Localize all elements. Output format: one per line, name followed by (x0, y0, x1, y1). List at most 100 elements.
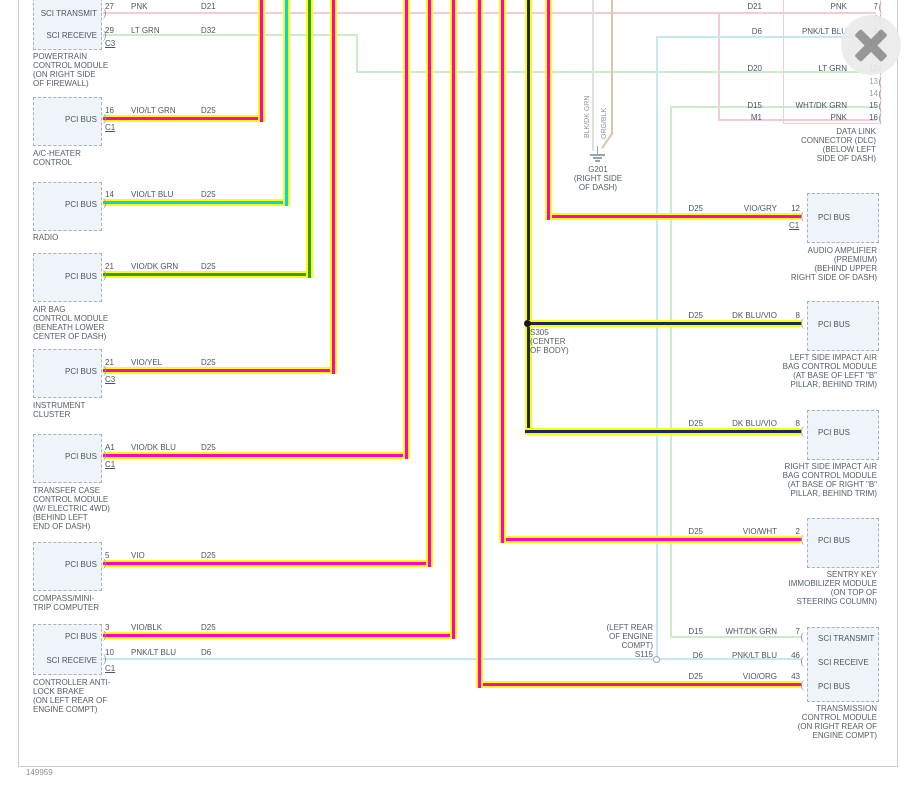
connector-arc (99, 654, 106, 665)
module-caption-line: POWERTRAIN (33, 52, 88, 61)
wire-pnk-h1 (103, 12, 876, 14)
splice-label-line: OF BODY) (530, 346, 569, 355)
module-caption-line: SENTRY KEY (826, 570, 877, 579)
connector-link[interactable]: C3 (105, 39, 116, 48)
connector-link[interactable]: C1 (105, 664, 116, 673)
connector-arc (879, 89, 886, 100)
connector-link[interactable]: C3 (105, 375, 116, 384)
module-caption-line: TRANSFER CASE (33, 486, 101, 495)
splice-label-line: S115 (634, 650, 653, 659)
connector-link[interactable]: C1 (789, 221, 800, 230)
module-caption-line: PILLAR, BEHIND TRIM) (790, 380, 877, 389)
module-caption-line: AUDIO AMPLIFIER (807, 246, 877, 255)
module-box-sentry-key (807, 518, 879, 568)
port-label: PCI BUS (818, 682, 851, 691)
connector-arc (99, 198, 106, 209)
circuit-id: D25 (201, 262, 216, 271)
splice-label-line: (LEFT REAR (606, 623, 653, 632)
module-box-right-impact (807, 410, 879, 460)
port-label: PCI BUS (64, 367, 97, 376)
port-label: PCI BUS (818, 536, 851, 545)
connector-arc (801, 632, 808, 643)
module-caption-line: (BELOW LEFT (822, 145, 876, 154)
ground-bar-2 (593, 157, 602, 159)
module-caption-line: AIR BAG (33, 305, 66, 314)
module-caption-line: CENTER OF DASH) (33, 332, 107, 341)
ground-caption-line: (RIGHT SIDE (573, 174, 623, 183)
module-caption-line: LEFT SIDE IMPACT AIR (789, 353, 877, 362)
pin-number: 21 (105, 262, 114, 271)
wire-dk-blu-vio-bus-h1 (525, 320, 801, 327)
module-caption-line: LOCK BRAKE (33, 687, 85, 696)
wire-lt-grn-h2 (356, 71, 876, 73)
circuit-id: D25 (201, 551, 216, 560)
port-label: PCI BUS (818, 320, 851, 329)
wire-color-label: PNK/LT BLU (131, 648, 177, 657)
diagram-frame (18, 0, 898, 767)
module-caption-line: CONTROL MODULE (33, 61, 109, 70)
close-button[interactable] (841, 15, 901, 75)
module-box-compass (33, 542, 102, 591)
connector-link[interactable]: C1 (105, 460, 116, 469)
pin-number: 16 (869, 113, 878, 122)
connector-arc (99, 270, 106, 281)
wire-dk-blu-vio-bus-v (525, 0, 532, 435)
module-caption-line: IMMOBILIZER MODULE (788, 579, 877, 588)
module-caption-line: ENGINE COMPT) (33, 705, 98, 714)
pin-number: 3 (105, 623, 110, 632)
wire-color-label: DK BLU/VIO (732, 311, 777, 320)
port-label: PCI BUS (64, 632, 97, 641)
wire-pnk-h2 (718, 119, 876, 121)
module-caption-line: CONTROL MODULE (801, 713, 877, 722)
module-caption-line: STEERING COLUMN) (796, 597, 877, 606)
wire-vio-dk-blu-bus-h (103, 452, 410, 459)
wire-lt-grn-h1 (103, 34, 358, 36)
wire-vio-dk-grn-bus-h (103, 271, 313, 278)
wire-blk-dk-grn-v (592, 0, 594, 151)
pin-number: 29 (105, 26, 114, 35)
circuit-id: D25 (201, 623, 216, 632)
splice-label-line: OF ENGINE (608, 632, 653, 641)
circuit-id: D25 (688, 204, 703, 213)
connector-link[interactable]: C1 (105, 123, 116, 132)
wire-vio-lt-grn-bus-v (258, 0, 265, 122)
module-caption-line: DATA LINK (836, 127, 876, 136)
port-label: SCI RECEIVE (46, 656, 97, 665)
circuit-id: D20 (747, 64, 762, 73)
module-caption-line: (BEHIND UPPER (814, 264, 877, 273)
module-caption-line: END OF DASH) (33, 522, 91, 531)
ground-bar-1 (590, 154, 605, 156)
wire-color-label-vertical: BLK/DK GRN (584, 95, 591, 138)
wire-pnk-lt-blu-h2 (656, 36, 876, 38)
pin-number: 43 (791, 672, 800, 681)
ground-bar-3 (595, 160, 600, 162)
wire-color-label: DK BLU/VIO (732, 419, 777, 428)
module-caption-line: (ON RIGHT SIDE (33, 70, 96, 79)
circuit-id: D32 (201, 26, 216, 35)
circuit-id: D25 (201, 106, 216, 115)
connector-arc (801, 656, 808, 667)
module-caption-line: (BENEATH LOWER (33, 323, 105, 332)
port-label: PCI BUS (64, 452, 97, 461)
wire-color-label: PNK/LT BLU (801, 27, 847, 36)
diagram-id: 149959 (26, 768, 53, 777)
wire-vio-org-bus-h (476, 681, 801, 688)
pin-number: 8 (795, 311, 800, 320)
wire-vio-dk-grn-bus-v (306, 0, 313, 278)
module-caption-line: ENGINE COMPT) (812, 731, 877, 740)
wire-color-label: PNK (830, 113, 847, 122)
module-caption-line: COMPASS/MINI- (33, 594, 95, 603)
wire-vio-yel-bus-h (103, 367, 337, 374)
module-caption-line: CONTROLLER ANTI- (33, 678, 111, 687)
connector-arc (879, 77, 886, 88)
connector-arc (801, 211, 808, 222)
circuit-id: D25 (688, 311, 703, 320)
pin-number: 15 (869, 101, 878, 110)
wire-color-label: VIO/YEL (131, 358, 163, 367)
module-caption-line: INSTRUMENT (33, 401, 86, 410)
connector-arc (99, 450, 106, 461)
module-caption-line: PILLAR, BEHIND TRIM) (790, 489, 877, 498)
wire-vio-org-bus-v (476, 0, 483, 688)
connector-arc (99, 30, 106, 41)
pin-number: 8 (795, 419, 800, 428)
